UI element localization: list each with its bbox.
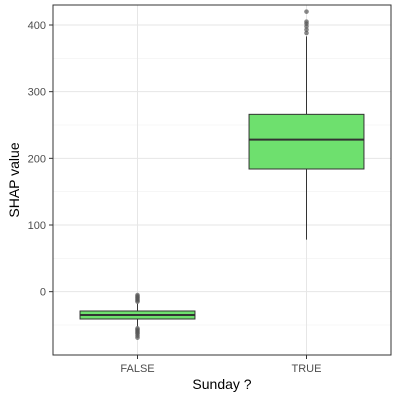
y-tick-label: 300 (28, 87, 46, 99)
y-axis: 0 100 200 300 400 (28, 20, 53, 299)
y-axis-title: SHAP value (6, 142, 22, 217)
x-tick-label: FALSE (120, 363, 154, 375)
x-axis-title: Sunday ? (192, 376, 251, 392)
outlier-point (135, 299, 140, 304)
outlier-point (304, 19, 309, 24)
outlier-point (304, 27, 309, 32)
y-tick-label: 200 (28, 153, 46, 165)
x-axis: FALSE TRUE (120, 355, 321, 375)
box-true (248, 9, 365, 240)
y-tick-label: 100 (28, 220, 46, 232)
x-tick-label: TRUE (292, 363, 322, 375)
y-tick-label: 0 (40, 287, 46, 299)
box-body (248, 113, 365, 170)
outlier-point (304, 9, 309, 14)
panel-border (52, 4, 392, 356)
outlier-point (135, 335, 140, 340)
outlier-point (304, 30, 309, 36)
boxes-layer (79, 9, 365, 340)
panel-background (53, 5, 391, 355)
y-tick-label: 400 (28, 20, 46, 32)
box-false (79, 292, 196, 340)
